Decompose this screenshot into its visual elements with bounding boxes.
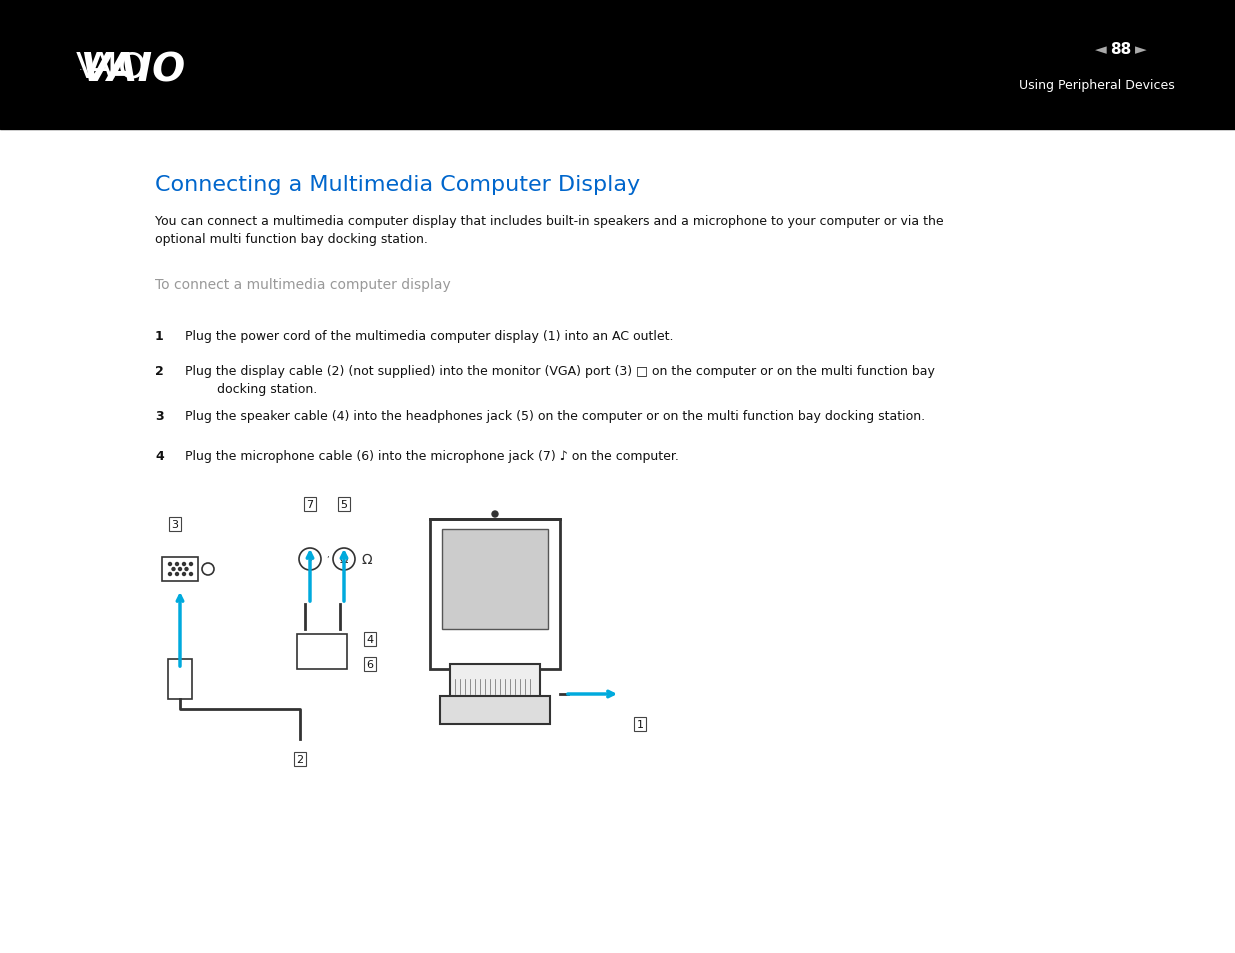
Circle shape <box>189 563 193 566</box>
Text: 2: 2 <box>156 365 164 377</box>
Text: 4: 4 <box>156 450 164 462</box>
Text: VAIO: VAIO <box>80 51 185 89</box>
Text: ’: ’ <box>327 555 330 564</box>
Text: ◄: ◄ <box>1095 43 1107 57</box>
Text: VAIO: VAIO <box>80 69 84 70</box>
Circle shape <box>183 573 185 576</box>
Circle shape <box>492 512 498 517</box>
Bar <box>430 519 559 669</box>
Bar <box>162 558 198 581</box>
Circle shape <box>179 568 182 571</box>
Text: 1: 1 <box>156 330 164 343</box>
Text: Plug the display cable (2) (not supplied) into the monitor (VGA) port (3) □ on t: Plug the display cable (2) (not supplied… <box>185 365 935 395</box>
Text: 2: 2 <box>296 754 304 764</box>
Circle shape <box>185 568 188 571</box>
Text: 3: 3 <box>156 410 163 422</box>
Text: Ω: Ω <box>362 553 372 566</box>
Text: Connecting a Multimedia Computer Display: Connecting a Multimedia Computer Display <box>156 174 640 194</box>
Text: 4: 4 <box>367 635 373 644</box>
Bar <box>0 0 1235 130</box>
Circle shape <box>175 573 179 576</box>
Text: ►: ► <box>1135 43 1147 57</box>
Bar <box>450 664 540 700</box>
Text: 6: 6 <box>367 659 373 669</box>
Text: Using Peripheral Devices: Using Peripheral Devices <box>1019 78 1174 91</box>
Text: Plug the microphone cable (6) into the microphone jack (7) ♪ on the computer.: Plug the microphone cable (6) into the m… <box>185 450 679 462</box>
Text: 88: 88 <box>1110 43 1131 57</box>
Text: To connect a multimedia computer display: To connect a multimedia computer display <box>156 277 451 292</box>
Bar <box>440 697 550 724</box>
Bar <box>442 530 548 629</box>
Circle shape <box>168 573 172 576</box>
Circle shape <box>172 568 175 571</box>
Text: Plug the power cord of the multimedia computer display (1) into an AC outlet.: Plug the power cord of the multimedia co… <box>185 330 673 343</box>
Circle shape <box>168 563 172 566</box>
Text: ⚬: ⚬ <box>305 555 315 564</box>
Circle shape <box>183 563 185 566</box>
Bar <box>296 635 347 669</box>
Text: $\mathsf{V\!\!A\!IO}$: $\mathsf{V\!\!A\!IO}$ <box>75 51 146 85</box>
Text: 7: 7 <box>306 499 314 510</box>
Circle shape <box>189 573 193 576</box>
Bar <box>168 659 191 700</box>
Text: 1: 1 <box>636 720 643 729</box>
Text: Ω: Ω <box>340 555 348 564</box>
Text: 3: 3 <box>172 519 179 530</box>
Text: Plug the speaker cable (4) into the headphones jack (5) on the computer or on th: Plug the speaker cable (4) into the head… <box>185 410 925 422</box>
Circle shape <box>175 563 179 566</box>
Text: 5: 5 <box>341 499 347 510</box>
Text: You can connect a multimedia computer display that includes built-in speakers an: You can connect a multimedia computer di… <box>156 214 944 246</box>
